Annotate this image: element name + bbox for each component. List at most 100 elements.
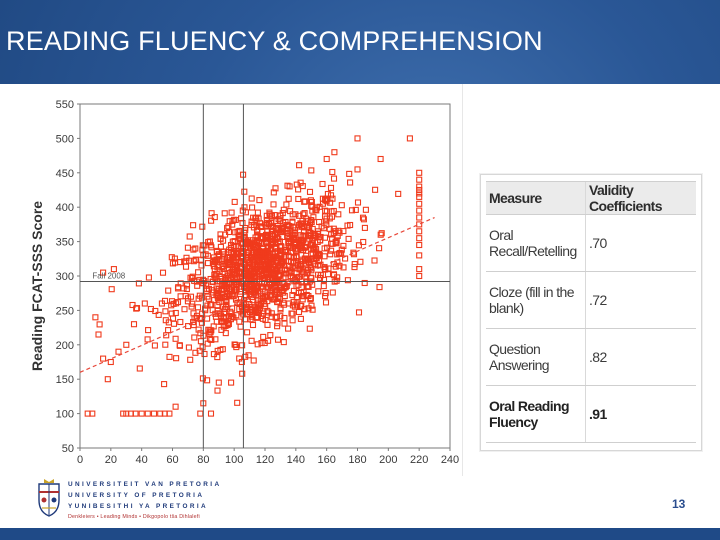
x-tick-label: 220: [410, 454, 428, 466]
data-point: [123, 341, 130, 348]
data-point: [354, 199, 362, 206]
data-point: [172, 309, 179, 317]
data-point: [166, 353, 173, 360]
data-point: [271, 296, 278, 303]
data-point: [416, 266, 423, 273]
data-point: [281, 267, 288, 274]
data-point: [214, 295, 221, 302]
university-name-afrikaans: UNIVERSITEIT VAN PRETORIA: [68, 481, 222, 488]
data-point: [267, 332, 274, 339]
data-point: [286, 300, 293, 307]
data-point: [249, 321, 257, 329]
data-point: [322, 299, 330, 306]
data-point: [307, 197, 314, 204]
data-point: [350, 249, 357, 256]
data-point: [204, 260, 212, 267]
data-point: [297, 261, 304, 268]
data-point: [295, 186, 302, 193]
data-point: [204, 340, 211, 347]
data-point: [171, 255, 178, 262]
university-crest-icon: [38, 479, 60, 517]
data-point: [135, 280, 142, 287]
data-point: [202, 307, 209, 314]
data-point: [207, 410, 215, 417]
x-tick-label: 20: [105, 454, 117, 466]
table-header-row: Measure Validity Coefficients: [486, 181, 696, 215]
data-point: [254, 341, 261, 348]
data-point: [249, 316, 256, 323]
data-point: [222, 330, 229, 337]
data-point: [162, 317, 169, 324]
data-point: [162, 341, 169, 348]
data-point: [229, 217, 236, 224]
data-point: [327, 192, 335, 199]
data-point: [168, 254, 175, 261]
data-point: [268, 239, 275, 246]
data-point: [376, 245, 383, 252]
data-point: [228, 379, 235, 386]
data-point: [251, 279, 258, 286]
data-point: [317, 233, 324, 241]
bottom-bar: [0, 528, 720, 540]
data-point: [162, 308, 169, 315]
data-point: [416, 193, 423, 200]
data-point: [104, 376, 111, 383]
data-point: [172, 335, 179, 342]
data-point: [155, 311, 162, 318]
data-point: [256, 268, 263, 275]
data-point: [285, 242, 292, 249]
data-point: [347, 179, 354, 186]
data-point: [256, 247, 263, 255]
data-point: [371, 257, 378, 264]
table-row: Oral Recall/Retelling .70: [486, 214, 696, 272]
data-point: [281, 320, 288, 327]
data-point: [248, 195, 255, 202]
data-point: [168, 310, 175, 317]
data-point: [253, 287, 260, 294]
data-point: [231, 198, 238, 205]
data-point: [354, 166, 361, 173]
data-point: [306, 325, 313, 332]
data-point: [230, 314, 237, 321]
coefficient-cell: .72: [585, 271, 696, 329]
data-point: [305, 283, 312, 290]
data-point: [241, 204, 248, 211]
data-point: [187, 356, 194, 363]
data-point: [165, 327, 172, 334]
data-point: [229, 305, 236, 312]
data-point: [308, 241, 315, 248]
x-tick-label: 120: [256, 454, 274, 466]
data-point: [138, 410, 145, 417]
data-point: [278, 227, 286, 234]
data-point: [416, 221, 423, 228]
data-point: [308, 167, 315, 174]
data-point: [234, 399, 241, 406]
data-point: [249, 307, 256, 314]
data-point: [225, 223, 232, 230]
data-point: [315, 251, 322, 258]
data-point: [269, 227, 276, 235]
data-point: [299, 183, 306, 190]
data-point: [239, 207, 246, 214]
data-point: [300, 288, 307, 295]
data-point: [221, 210, 228, 217]
data-point: [248, 218, 255, 225]
data-point: [132, 410, 139, 417]
university-name-sepedi: YUNIBESITHI YA PRETORIA: [68, 503, 209, 510]
data-point: [406, 135, 413, 142]
data-point: [322, 293, 329, 300]
data-point: [231, 341, 238, 348]
data-point: [208, 217, 215, 224]
scatter-plot-panel: Fall 2008 0 20 40 60 80 100 120 140 160 180 200 220 2…: [0, 84, 463, 476]
data-point: [297, 315, 304, 322]
data-point: [250, 214, 257, 221]
data-point: [192, 245, 199, 252]
data-point: [285, 195, 292, 202]
data-point: [147, 305, 154, 313]
data-point: [201, 242, 208, 249]
data-point: [144, 410, 151, 417]
data-point: [270, 201, 277, 208]
data-point: [289, 292, 296, 299]
data-point: [277, 247, 284, 254]
data-point: [89, 410, 96, 417]
